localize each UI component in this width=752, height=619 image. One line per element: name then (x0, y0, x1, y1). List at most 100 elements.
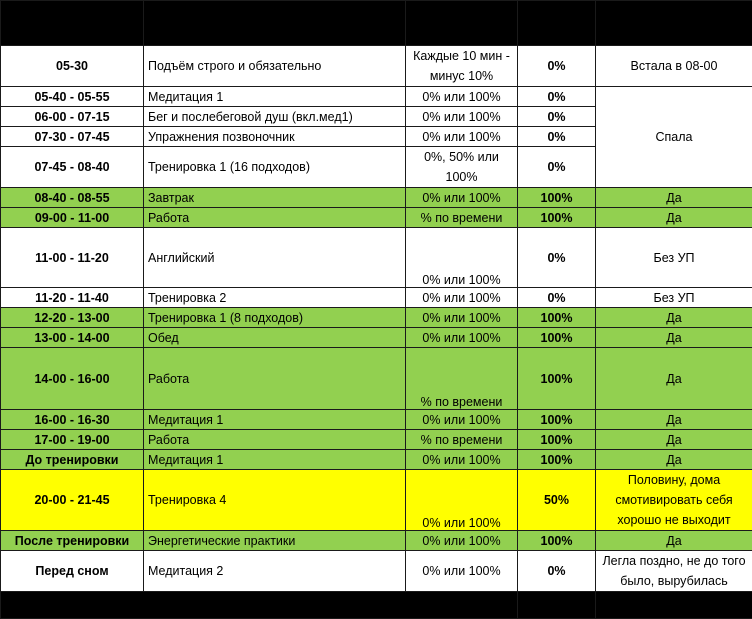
task-cell: Тренировка 2 (144, 288, 406, 308)
table-row: 05-40 - 05-55 Медитация 1 0% или 100% 0%… (1, 87, 752, 107)
criteria-cell: Каждые 10 мин - минус 10% (406, 46, 518, 87)
note-cell: Без УП (596, 288, 752, 308)
header-fact: ФАКТ (518, 1, 596, 46)
fact-cell: 100% (518, 328, 596, 348)
table-row: 11-20 - 11-40 Тренировка 2 0% или 100% 0… (1, 288, 752, 308)
table-row: Перед сном Медитация 2 0% или 100% 0% Ле… (1, 551, 752, 592)
fact-cell: 100% (518, 531, 596, 551)
time-cell: 16-00 - 16-30 (1, 410, 144, 430)
header-row: Привязка ко времени Дела Критерии оценки… (1, 1, 752, 46)
criteria-cell: 0% или 100% (406, 308, 518, 328)
table-row: 17-00 - 19-00 Работа % по времени 100% Д… (1, 430, 752, 450)
criteria-cell: 0% или 100% (406, 551, 518, 592)
time-cell: 05-40 - 05-55 (1, 87, 144, 107)
average-label: Среднее арифметическое выполнения: (1, 592, 518, 619)
task-cell: Работа (144, 348, 406, 410)
note-cell: Да (596, 450, 752, 470)
table-row: 13-00 - 14-00 Обед 0% или 100% 100% Да (1, 328, 752, 348)
criteria-cell: 0%, 50% или 100% (406, 147, 518, 188)
table-row: 16-00 - 16-30 Медитация 1 0% или 100% 10… (1, 410, 752, 430)
fact-cell: 0% (518, 46, 596, 87)
task-cell: Завтрак (144, 188, 406, 208)
task-cell: Медитация 1 (144, 450, 406, 470)
criteria-cell: 0% или 100% (406, 288, 518, 308)
time-cell: 20-00 - 21-45 (1, 470, 144, 531)
fact-cell: 100% (518, 208, 596, 228)
note-cell: Без УП (596, 228, 752, 288)
task-cell: Медитация 2 (144, 551, 406, 592)
fact-cell: 0% (518, 87, 596, 107)
time-cell: После тренировки (1, 531, 144, 551)
footer-row: Среднее арифметическое выполнения: 53% (1, 592, 752, 619)
time-cell: 08-40 - 08-55 (1, 188, 144, 208)
task-cell: Тренировка 4 (144, 470, 406, 531)
fact-cell: 50% (518, 470, 596, 531)
fact-cell: 0% (518, 127, 596, 147)
table-row: 08-40 - 08-55 Завтрак 0% или 100% 100% Д… (1, 188, 752, 208)
criteria-cell: % по времени (406, 430, 518, 450)
task-cell: Энергетические практики (144, 531, 406, 551)
table-row: После тренировки Энергетические практики… (1, 531, 752, 551)
note-cell: Да (596, 410, 752, 430)
fact-cell: 0% (518, 551, 596, 592)
table-row: До тренировки Медитация 1 0% или 100% 10… (1, 450, 752, 470)
time-cell: 05-30 (1, 46, 144, 87)
time-cell: 09-00 - 11-00 (1, 208, 144, 228)
fact-cell: 100% (518, 348, 596, 410)
task-cell: Тренировка 1 (16 подходов) (144, 147, 406, 188)
note-cell: Да (596, 308, 752, 328)
criteria-cell: 0% или 100% (406, 107, 518, 127)
criteria-cell: 0% или 100% (406, 531, 518, 551)
table-row: 14-00 - 16-00 Работа % по времени 100% Д… (1, 348, 752, 410)
table-row: 20-00 - 21-45 Тренировка 4 0% или 100% 5… (1, 470, 752, 531)
task-cell: Подъём строго и обязательно (144, 46, 406, 87)
task-cell: Тренировка 1 (8 подходов) (144, 308, 406, 328)
header-notes: Примечания и оправдания (596, 1, 752, 46)
criteria-cell: % по времени (406, 348, 518, 410)
task-cell: Медитация 1 (144, 87, 406, 107)
criteria-cell: 0% или 100% (406, 87, 518, 107)
criteria-cell: 0% или 100% (406, 127, 518, 147)
table-row: 09-00 - 11-00 Работа % по времени 100% Д… (1, 208, 752, 228)
criteria-cell: 0% или 100% (406, 450, 518, 470)
time-cell: 06-00 - 07-15 (1, 107, 144, 127)
time-cell: Перед сном (1, 551, 144, 592)
task-cell: Бег и послебеговой душ (вкл.мед1) (144, 107, 406, 127)
note-cell: Встала в 08-00 (596, 46, 752, 87)
time-cell: 11-20 - 11-40 (1, 288, 144, 308)
task-cell: Английский (144, 228, 406, 288)
task-cell: Упражнения позвоночник (144, 127, 406, 147)
header-task: Дела (144, 1, 406, 46)
note-cell: Да (596, 188, 752, 208)
fact-cell: 0% (518, 228, 596, 288)
criteria-cell: 0% или 100% (406, 188, 518, 208)
note-cell: Легла поздно, не до того было, вырубилас… (596, 551, 752, 592)
footer-empty-cell (596, 592, 752, 619)
fact-cell: 100% (518, 308, 596, 328)
table-row: 11-00 - 11-20 Английский 0% или 100% 0% … (1, 228, 752, 288)
fact-cell: 100% (518, 450, 596, 470)
note-cell: Да (596, 208, 752, 228)
average-value: 53% (518, 592, 596, 619)
criteria-cell: 0% или 100% (406, 328, 518, 348)
fact-cell: 100% (518, 430, 596, 450)
time-cell: 11-00 - 11-20 (1, 228, 144, 288)
criteria-cell: 0% или 100% (406, 410, 518, 430)
merged-note-cell: Спала (596, 87, 752, 188)
task-cell: Работа (144, 430, 406, 450)
fact-cell: 0% (518, 107, 596, 127)
note-cell: Да (596, 348, 752, 410)
note-cell: Половину, дома смотивировать себя хорошо… (596, 470, 752, 531)
time-cell: 17-00 - 19-00 (1, 430, 144, 450)
note-cell: Да (596, 430, 752, 450)
table-row: 12-20 - 13-00 Тренировка 1 (8 подходов) … (1, 308, 752, 328)
fact-cell: 100% (518, 410, 596, 430)
fact-cell: 0% (518, 288, 596, 308)
time-cell: 07-30 - 07-45 (1, 127, 144, 147)
time-cell: 13-00 - 14-00 (1, 328, 144, 348)
table-row: 05-30 Подъём строго и обязательно Каждые… (1, 46, 752, 87)
time-cell: 12-20 - 13-00 (1, 308, 144, 328)
header-criteria: Критерии оценки (406, 1, 518, 46)
fact-cell: 0% (518, 147, 596, 188)
